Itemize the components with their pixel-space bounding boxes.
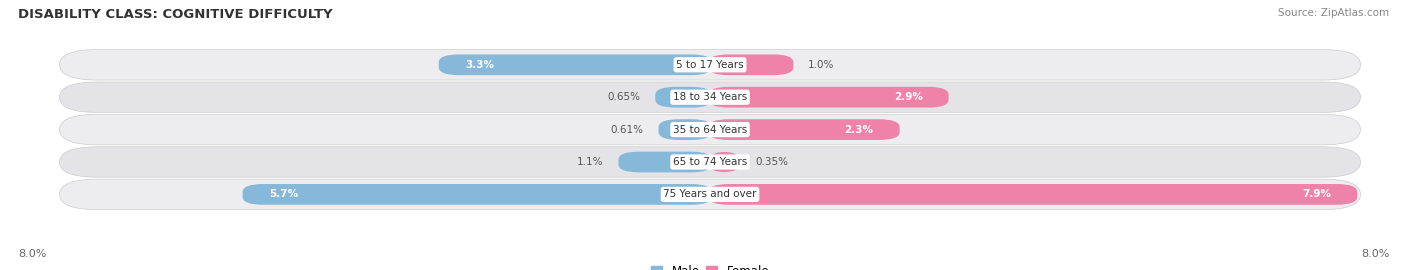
Text: 2.3%: 2.3% (845, 124, 873, 135)
Text: 7.9%: 7.9% (1302, 189, 1331, 200)
Text: DISABILITY CLASS: COGNITIVE DIFFICULTY: DISABILITY CLASS: COGNITIVE DIFFICULTY (18, 8, 333, 21)
Text: Source: ZipAtlas.com: Source: ZipAtlas.com (1278, 8, 1389, 18)
FancyBboxPatch shape (59, 114, 1361, 145)
Text: 0.35%: 0.35% (755, 157, 787, 167)
Text: 0.65%: 0.65% (607, 92, 641, 102)
FancyBboxPatch shape (619, 152, 711, 172)
FancyBboxPatch shape (709, 152, 741, 172)
FancyBboxPatch shape (709, 87, 949, 107)
Text: 3.3%: 3.3% (465, 60, 494, 70)
Text: 0.61%: 0.61% (610, 124, 644, 135)
FancyBboxPatch shape (655, 87, 711, 107)
FancyBboxPatch shape (709, 55, 793, 75)
Text: 5.7%: 5.7% (269, 189, 298, 200)
Text: 65 to 74 Years: 65 to 74 Years (673, 157, 747, 167)
FancyBboxPatch shape (439, 55, 711, 75)
Text: 2.9%: 2.9% (894, 92, 922, 102)
Legend: Male, Female: Male, Female (651, 265, 769, 270)
FancyBboxPatch shape (709, 184, 1357, 205)
Text: 1.0%: 1.0% (808, 60, 835, 70)
Text: 8.0%: 8.0% (1361, 249, 1389, 259)
Text: 8.0%: 8.0% (18, 249, 46, 259)
Text: 1.1%: 1.1% (578, 157, 603, 167)
FancyBboxPatch shape (59, 82, 1361, 112)
FancyBboxPatch shape (59, 50, 1361, 80)
FancyBboxPatch shape (709, 119, 900, 140)
Text: 5 to 17 Years: 5 to 17 Years (676, 60, 744, 70)
FancyBboxPatch shape (243, 184, 711, 205)
FancyBboxPatch shape (59, 147, 1361, 177)
Text: 35 to 64 Years: 35 to 64 Years (673, 124, 747, 135)
FancyBboxPatch shape (59, 179, 1361, 210)
Text: 18 to 34 Years: 18 to 34 Years (673, 92, 747, 102)
Text: 75 Years and over: 75 Years and over (664, 189, 756, 200)
FancyBboxPatch shape (658, 119, 711, 140)
